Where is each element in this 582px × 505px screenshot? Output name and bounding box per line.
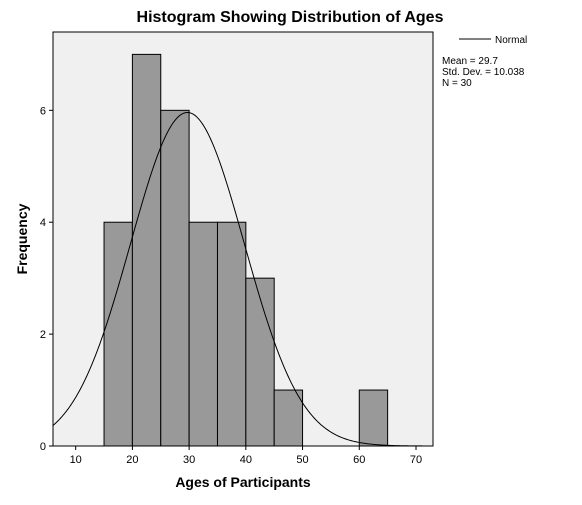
bars-group <box>103 53 389 447</box>
chart-title: Histogram Showing Distribution of Ages <box>137 9 444 26</box>
x-tick-label-10: 10 <box>70 454 82 466</box>
histogram-bar-25-30 <box>160 109 190 447</box>
summary-statistics: Mean = 29.7 Std. Dev. = 10.038 N = 30 <box>442 56 525 89</box>
histogram-bar-30-35 <box>188 221 218 447</box>
normal-curve-line <box>52 111 433 447</box>
histogram-bar-35-40 <box>216 221 247 447</box>
normal-curve-group <box>52 111 433 447</box>
y-tick-label-6: 6 <box>40 105 46 117</box>
x-tick-label-40: 40 <box>240 454 252 466</box>
y-axis-ticks: 0 2 4 6 <box>40 105 53 453</box>
stats-std-dev: Std. Dev. = 10.038 <box>442 67 525 78</box>
x-tick-label-60: 60 <box>353 454 365 466</box>
y-axis-label: Frequency <box>14 203 30 274</box>
histogram-bar-15-20 <box>103 221 133 447</box>
legend: Normal <box>459 35 527 46</box>
x-tick-label-20: 20 <box>126 454 138 466</box>
x-tick-label-70: 70 <box>410 454 422 466</box>
y-tick-label-0: 0 <box>40 441 46 453</box>
x-tick-label-30: 30 <box>183 454 195 466</box>
legend-normal-label: Normal <box>495 35 527 46</box>
y-tick-label-2: 2 <box>40 329 46 341</box>
histogram-bar-45-50 <box>273 389 304 447</box>
x-axis-label: Ages of Participants <box>175 474 311 490</box>
histogram-bar-40-45 <box>245 277 275 447</box>
x-axis-ticks: 10 20 30 40 50 60 70 <box>70 446 422 466</box>
x-tick-label-50: 50 <box>296 454 308 466</box>
histogram-bar-20-25 <box>131 53 162 447</box>
histogram-bar-60-65 <box>358 389 389 447</box>
stats-n: N = 30 <box>442 78 472 89</box>
y-tick-label-4: 4 <box>40 217 46 229</box>
stats-mean: Mean = 29.7 <box>442 56 498 67</box>
